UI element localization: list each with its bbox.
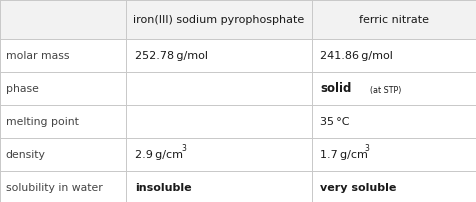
Text: iron(III) sodium pyrophosphate: iron(III) sodium pyrophosphate [133, 15, 305, 25]
Bar [0, 0, 476, 39]
Text: density: density [6, 150, 46, 160]
Text: molar mass: molar mass [6, 51, 69, 61]
Text: ferric nitrate: ferric nitrate [359, 15, 429, 25]
Text: solubility in water: solubility in water [6, 183, 102, 193]
Text: 2.9 g/cm: 2.9 g/cm [135, 150, 183, 160]
Text: 252.78 g/mol: 252.78 g/mol [135, 51, 208, 61]
Text: 241.86 g/mol: 241.86 g/mol [320, 51, 393, 61]
Text: 3: 3 [365, 144, 369, 154]
Text: melting point: melting point [6, 117, 79, 127]
Text: (at STP): (at STP) [370, 86, 401, 95]
Text: solid: solid [320, 82, 352, 95]
Text: very soluble: very soluble [320, 183, 397, 193]
Text: 3: 3 [181, 144, 186, 154]
Text: 35 °C: 35 °C [320, 117, 350, 127]
Text: 1.7 g/cm: 1.7 g/cm [320, 150, 368, 160]
Text: insoluble: insoluble [135, 183, 191, 193]
Text: phase: phase [6, 84, 39, 94]
